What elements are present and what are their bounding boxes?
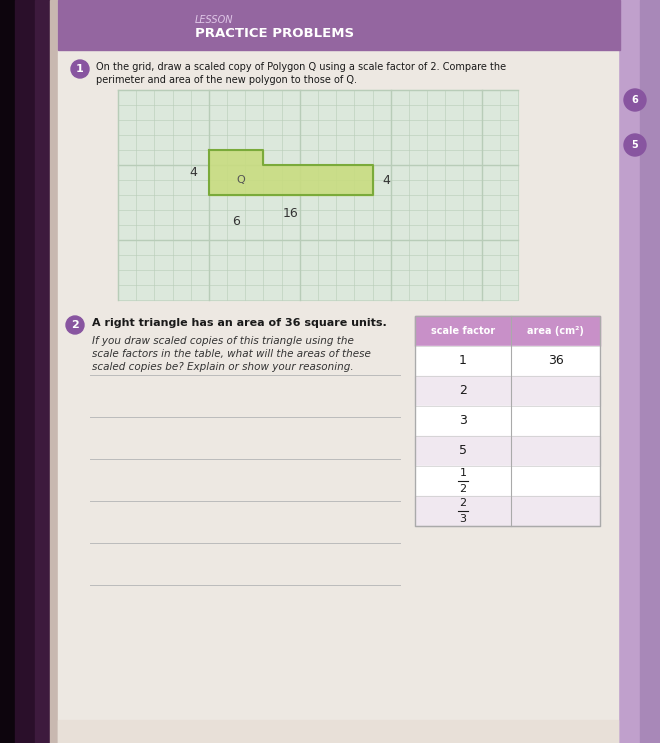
Text: 2: 2 xyxy=(459,384,467,398)
Text: If you draw scaled copies of this triangle using the: If you draw scaled copies of this triang… xyxy=(92,336,354,346)
Circle shape xyxy=(624,134,646,156)
Text: PRACTICE PROBLEMS: PRACTICE PROBLEMS xyxy=(195,27,354,40)
Text: 16: 16 xyxy=(283,207,298,220)
Bar xyxy=(415,346,600,376)
Text: scale factor: scale factor xyxy=(431,326,495,336)
Text: On the grid, draw a scaled copy of Polygon Q using a scale factor of 2. Compare : On the grid, draw a scaled copy of Polyg… xyxy=(96,62,506,72)
Bar xyxy=(15,0,35,743)
Bar xyxy=(415,496,600,526)
Text: 4: 4 xyxy=(189,166,197,179)
Bar xyxy=(0,0,15,743)
Text: 6: 6 xyxy=(632,95,638,105)
Text: perimeter and area of the new polygon to those of Q.: perimeter and area of the new polygon to… xyxy=(96,75,357,85)
Text: 36: 36 xyxy=(548,354,564,368)
Bar xyxy=(58,0,620,50)
Text: 1: 1 xyxy=(459,468,467,478)
Text: 5: 5 xyxy=(459,444,467,458)
Bar xyxy=(415,316,600,526)
Text: 1: 1 xyxy=(459,354,467,368)
Text: 5: 5 xyxy=(632,140,638,150)
Bar xyxy=(118,90,518,300)
Text: 6: 6 xyxy=(232,215,240,228)
Text: 2: 2 xyxy=(459,484,467,494)
Text: 2: 2 xyxy=(459,498,467,508)
Circle shape xyxy=(624,89,646,111)
Bar xyxy=(58,720,618,743)
Text: LESSON: LESSON xyxy=(195,15,234,25)
Bar xyxy=(415,436,600,466)
Circle shape xyxy=(71,60,89,78)
Bar xyxy=(415,406,600,436)
Circle shape xyxy=(66,316,84,334)
Text: 2: 2 xyxy=(71,320,79,330)
Text: 3: 3 xyxy=(459,415,467,427)
Bar xyxy=(50,0,58,743)
Bar xyxy=(415,316,600,346)
Bar xyxy=(415,466,600,496)
Text: 3: 3 xyxy=(459,514,467,524)
Text: scale factors in the table, what will the areas of these: scale factors in the table, what will th… xyxy=(92,349,371,359)
Text: 1: 1 xyxy=(76,64,84,74)
Text: area (cm²): area (cm²) xyxy=(527,326,584,336)
Bar xyxy=(58,0,618,743)
Polygon shape xyxy=(209,150,372,195)
Text: Q: Q xyxy=(237,175,246,185)
Bar xyxy=(35,0,50,743)
Text: 4: 4 xyxy=(383,174,391,186)
Text: scaled copies be? Explain or show your reasoning.: scaled copies be? Explain or show your r… xyxy=(92,362,354,372)
Text: A right triangle has an area of 36 square units.: A right triangle has an area of 36 squar… xyxy=(92,318,387,328)
Bar xyxy=(640,0,660,743)
Bar xyxy=(618,0,660,743)
Bar xyxy=(415,376,600,406)
